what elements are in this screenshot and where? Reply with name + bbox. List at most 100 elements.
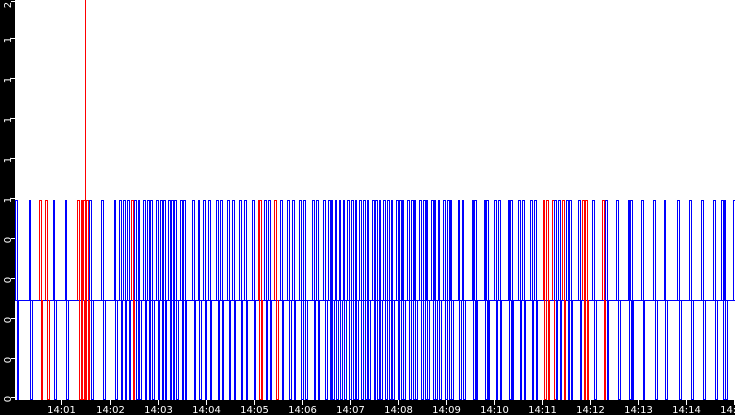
signal-pulse — [316, 200, 320, 400]
signal-pulse — [220, 200, 224, 400]
signal-pulse — [183, 200, 187, 400]
signal-pulse — [494, 200, 498, 400]
signal-pulse — [383, 200, 388, 400]
signal-pulse — [150, 200, 155, 400]
signal-pulse — [450, 200, 454, 400]
signal-pulse — [299, 200, 304, 400]
signal-pulse — [65, 200, 69, 400]
signal-pulse — [630, 200, 634, 400]
signal-pulse — [131, 200, 135, 400]
signal-pulse — [522, 200, 526, 400]
signal-pulse — [203, 200, 207, 400]
signal-pulse — [534, 200, 538, 400]
signal-pulse — [180, 200, 184, 400]
signal-pulse — [343, 200, 347, 400]
signal-pulse — [359, 200, 364, 400]
signal-pulse — [443, 200, 448, 400]
signal-pulse — [585, 200, 589, 400]
x-tick-label: 14:07 — [336, 405, 365, 415]
x-axis-bar — [0, 400, 735, 415]
signal-pulse — [367, 200, 371, 400]
signal-pulse — [83, 200, 87, 400]
signal-pulse — [216, 200, 220, 400]
signal-pulse — [458, 200, 462, 400]
y-axis: 2 1 1 1 1 1 0 0 0 0 0 — [3, 1, 15, 402]
signal-pulse — [379, 200, 383, 400]
signal-pulse — [605, 200, 609, 400]
signal-pulse — [39, 200, 43, 400]
signal-pulse — [347, 200, 352, 400]
signal-pulse — [701, 200, 706, 400]
signal-pulse — [163, 200, 167, 400]
signal-pulse — [280, 200, 284, 400]
signal-pulse — [259, 200, 263, 400]
signal-pulse — [653, 200, 658, 400]
signal-pulse — [53, 200, 57, 400]
signal-pulse — [274, 200, 279, 400]
signal-pulse — [508, 200, 512, 400]
signal-pulse — [396, 200, 400, 400]
y-tick-label: 2 — [3, 2, 14, 8]
signal-pulse — [323, 200, 328, 400]
x-tick-label: 14:10 — [480, 405, 509, 415]
signal-pulse — [438, 200, 442, 400]
x-tick-label: 14:11 — [528, 405, 557, 415]
signal-pulse — [582, 200, 586, 400]
signal-pulse — [677, 200, 682, 400]
x-tick-label: 14:13 — [624, 405, 653, 415]
signal-pulse — [530, 200, 534, 400]
x-tick-label: 14:14 — [672, 405, 701, 415]
x-tick-label: 14:06 — [288, 405, 317, 415]
signal-pulse — [566, 200, 570, 400]
signal-pulse — [119, 200, 123, 400]
signal-pulse — [138, 200, 142, 400]
signal-pulse — [724, 200, 728, 400]
signal-pulse — [462, 200, 466, 400]
signal-pulse — [387, 200, 392, 400]
x-tick-label: 14:09 — [432, 405, 461, 415]
signal-pulse — [375, 200, 380, 400]
signal-pulse — [486, 200, 490, 400]
signal-pulse — [569, 200, 573, 400]
signal-pulse — [628, 200, 632, 400]
x-tick-label: 14:05 — [240, 405, 269, 415]
y-tick-label: 1 — [3, 157, 14, 163]
signal-pulse — [331, 200, 335, 400]
signal-pulse — [227, 200, 231, 400]
x-tick-label: 14:02 — [96, 405, 125, 415]
signal-pulse — [174, 200, 179, 400]
signal-traces — [15, 0, 735, 400]
signal-pulse — [510, 200, 514, 400]
signal-pulse — [414, 200, 418, 400]
signal-pulse — [147, 200, 151, 400]
signal-pulse — [689, 200, 694, 400]
signal-pulse — [239, 200, 243, 400]
signal-pulse — [143, 200, 147, 400]
signal-pulse — [498, 200, 502, 400]
signal-pulse — [713, 200, 718, 400]
signal-pulse — [81, 200, 85, 400]
signal-pulse — [198, 200, 202, 400]
signal-pulse — [208, 200, 212, 400]
signal-pulse — [407, 200, 412, 400]
y-tick-label: 0 — [3, 317, 14, 323]
signal-pulse — [474, 200, 478, 400]
signal-pulse — [264, 200, 268, 400]
signal-pulse — [86, 200, 90, 400]
x-tick-label: 14:08 — [384, 405, 413, 415]
signal-pulse — [578, 200, 582, 400]
y-tick-label: 0 — [3, 277, 14, 283]
signal-pulse — [15, 200, 19, 400]
x-tick-label: 14:15 — [720, 405, 735, 415]
signal-pulse — [518, 200, 522, 400]
signal-pulse — [554, 200, 558, 400]
signal-pulse — [355, 200, 359, 400]
signal-pulse — [160, 200, 164, 400]
signal-pulse — [592, 200, 597, 400]
signal-pulse — [402, 200, 406, 400]
signal-pulse — [303, 200, 308, 400]
signal-pulse — [641, 200, 645, 400]
signal-pulse — [602, 200, 606, 400]
signal-pulse — [45, 200, 50, 400]
